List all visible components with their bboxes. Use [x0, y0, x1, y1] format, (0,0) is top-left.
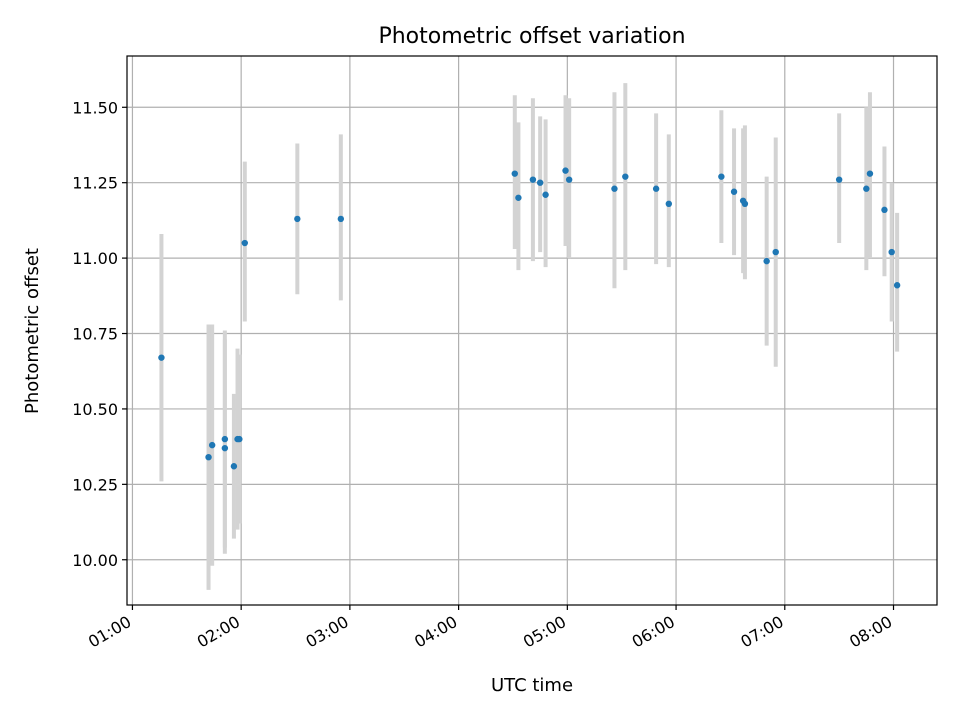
x-tick-label: 05:00	[520, 612, 569, 652]
data-point	[741, 200, 749, 208]
data-point	[205, 453, 212, 461]
data-point	[611, 185, 618, 192]
data-point	[562, 167, 569, 174]
data-point	[763, 257, 770, 265]
y-tick-label: 11.25	[72, 174, 118, 193]
data-point	[863, 185, 870, 192]
data-point	[888, 248, 895, 256]
x-tick-label: 06:00	[629, 612, 678, 652]
data-point	[515, 194, 522, 201]
y-tick-label: 10.75	[72, 325, 118, 344]
y-tick-label: 10.25	[72, 475, 118, 494]
x-tick-label: 08:00	[846, 612, 895, 652]
data-point	[158, 354, 165, 361]
y-tick-label: 10.00	[72, 551, 118, 570]
y-tick-label: 10.50	[72, 400, 118, 419]
plot-area-frame	[126, 55, 938, 606]
y-tick-label: 11.50	[72, 98, 118, 117]
chart-title: Photometric offset variation	[378, 24, 685, 49]
x-tick-label: 01:00	[85, 612, 134, 652]
data-point	[294, 215, 301, 223]
data-point	[866, 170, 874, 177]
data-point	[241, 239, 248, 247]
data-point	[893, 282, 901, 289]
data-point	[221, 435, 229, 443]
errorbars	[159, 83, 900, 590]
y-axis-label: Photometric offset	[22, 248, 43, 414]
data-point	[565, 176, 573, 183]
data-point	[665, 200, 673, 208]
data-point	[236, 435, 243, 443]
ticks: 01:00 02:00 03:00 04:00 05:00 06:00 07:00 08:00…	[72, 98, 895, 651]
data-point	[542, 191, 549, 198]
data-point	[622, 173, 629, 180]
data-point	[529, 176, 537, 183]
x-axis-label: UTC time	[491, 675, 573, 696]
data-point	[881, 206, 888, 214]
data-point	[536, 179, 544, 186]
data-point	[652, 185, 660, 192]
x-tick-label: 04:00	[411, 612, 460, 652]
data-point	[221, 444, 229, 452]
data-point	[230, 463, 238, 470]
data-point	[511, 170, 518, 177]
x-tick-label: 03:00	[302, 612, 351, 652]
data-point	[730, 188, 738, 195]
data-points	[158, 167, 901, 470]
x-tick-label: 02:00	[194, 612, 243, 652]
x-tick-label: 07:00	[737, 612, 786, 652]
data-point	[772, 248, 779, 256]
data-point	[337, 215, 345, 223]
data-point	[718, 173, 725, 180]
y-tick-label: 11.00	[72, 249, 118, 268]
data-point	[208, 441, 216, 449]
data-point	[835, 176, 843, 183]
